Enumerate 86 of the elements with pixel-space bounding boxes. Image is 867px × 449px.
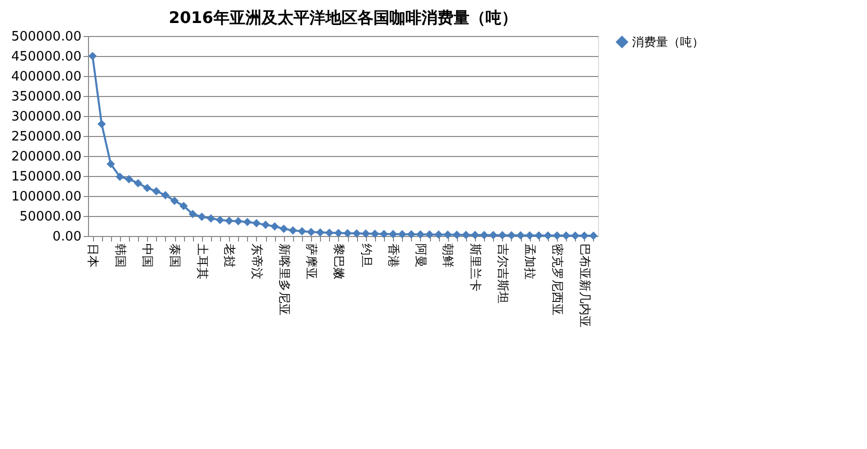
point	[526, 231, 534, 240]
y-tick-label: 300000.00	[11, 110, 82, 124]
y-tick-label: 200000.00	[11, 150, 82, 164]
point	[507, 231, 516, 240]
point	[425, 230, 434, 239]
point	[288, 226, 298, 235]
point	[152, 187, 160, 196]
point	[143, 184, 152, 192]
point	[534, 231, 543, 240]
point	[407, 230, 416, 238]
point	[398, 230, 406, 238]
point	[388, 230, 398, 238]
point	[198, 212, 206, 221]
x-tick-label: 密克罗尼西亚	[550, 244, 565, 316]
point	[306, 228, 316, 236]
point	[589, 232, 598, 240]
x-tick-label: 香港	[386, 244, 401, 268]
x-tick-label: 萨摩亚	[304, 244, 319, 280]
y-tick-label: 400000.00	[11, 70, 82, 84]
point	[170, 196, 179, 205]
point	[234, 217, 242, 226]
point	[444, 230, 452, 239]
x-tick-label: 约旦	[359, 244, 374, 268]
x-tick-label: 日本	[86, 244, 100, 268]
point	[362, 229, 370, 238]
point	[188, 210, 197, 218]
point	[261, 220, 270, 229]
y-tick-label: 450000.00	[11, 50, 82, 64]
chart-title: 2016年亚洲及太平洋地区各国咖啡消费量（吨）	[168, 8, 518, 27]
point	[452, 230, 462, 239]
x-tick-label: 孟加拉	[523, 244, 538, 280]
x-tick-label: 斯里兰卡	[468, 244, 483, 292]
point	[352, 229, 361, 238]
x-tick-label: 巴布亚新几内亚	[578, 244, 592, 328]
x-tick-label: 东帝汶	[250, 244, 264, 280]
x-tick-label: 新喀里多尼亚	[277, 244, 292, 316]
point	[434, 230, 443, 239]
point	[124, 175, 134, 184]
point	[343, 229, 352, 238]
point	[325, 228, 334, 237]
point	[552, 231, 562, 240]
point	[280, 224, 288, 233]
point	[116, 172, 124, 181]
point	[462, 230, 470, 240]
x-tick-label: 中国	[140, 244, 155, 268]
point	[370, 230, 380, 238]
point	[489, 230, 498, 240]
y-tick-label: 250000.00	[11, 130, 82, 144]
point	[216, 216, 224, 224]
point	[224, 216, 234, 225]
x-tick-label: 土耳其	[195, 244, 210, 280]
point	[516, 231, 525, 240]
point	[161, 191, 170, 200]
x-tick-label: 阿曼	[414, 244, 428, 268]
x-tick-label: 韩国	[113, 244, 128, 268]
legend-label: 消费量（吨）	[632, 35, 704, 49]
y-tick-label: 100000.00	[11, 190, 82, 204]
point	[498, 231, 507, 240]
point	[106, 160, 115, 168]
y-tick-label: 0.00	[52, 230, 82, 244]
x-tick-label: 老挝	[222, 244, 237, 268]
point	[97, 120, 106, 128]
point	[316, 228, 324, 237]
point	[416, 230, 425, 239]
point	[380, 230, 388, 238]
point	[179, 202, 188, 210]
x-tick-label: 泰国	[168, 244, 182, 268]
y-tick-label: 350000.00	[11, 90, 82, 104]
y-tick-label: 50000.00	[19, 210, 82, 224]
point	[571, 231, 580, 240]
point	[88, 52, 97, 60]
point	[206, 214, 216, 223]
point	[252, 219, 261, 228]
point	[243, 218, 252, 226]
x-tick-label: 吉尔吉斯坦	[496, 244, 510, 304]
y-tick-label: 500000.00	[11, 30, 82, 44]
point	[562, 231, 570, 240]
point	[270, 222, 279, 231]
point	[134, 179, 142, 188]
point	[470, 230, 480, 240]
x-tick-label: 朝鲜	[441, 244, 456, 268]
y-tick-label: 150000.00	[11, 170, 82, 184]
point	[298, 227, 306, 236]
point	[580, 231, 589, 240]
point	[334, 228, 343, 238]
x-tick-label: 黎巴嫩	[332, 244, 346, 280]
